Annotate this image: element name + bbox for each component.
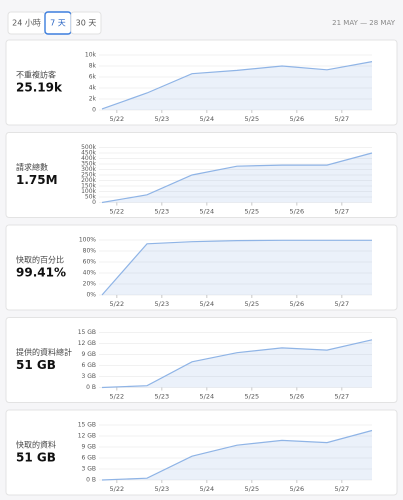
metric-value: 51 GB [16, 451, 56, 465]
y-tick-label: 3 GB [82, 373, 97, 380]
y-tick-label: 6 GB [82, 362, 97, 369]
metric-label: 提供的資料總計 [16, 347, 72, 357]
y-tick-label: 80% [83, 248, 97, 255]
y-tick-label: 20% [83, 281, 97, 288]
area [102, 339, 372, 388]
y-tick-label: 50k [85, 194, 97, 201]
y-tick-label: 400k [81, 155, 96, 162]
x-tick-label: 5/24 [200, 115, 215, 123]
y-tick-label: 0 [92, 199, 96, 206]
tab-label[interactable]: 7 天 [50, 19, 66, 28]
y-tick-label: 0 B [86, 477, 96, 484]
x-tick-label: 5/26 [290, 393, 305, 401]
x-tick-label: 5/27 [335, 300, 350, 308]
y-tick-label: 9 GB [82, 351, 97, 358]
metric-value: 1.75M [16, 173, 58, 187]
x-tick-label: 5/23 [155, 485, 170, 493]
y-tick-label: 200k [81, 177, 96, 184]
line [101, 239, 372, 296]
y-tick-label: 2k [89, 96, 97, 103]
x-tick-label: 5/24 [200, 300, 215, 308]
y-tick-label: 15 GB [78, 329, 96, 336]
y-tick-label: 9 GB [82, 444, 97, 451]
x-tick-label: 5/24 [200, 485, 215, 493]
x-tick-label: 5/27 [335, 485, 350, 493]
y-tick-label: 6 GB [82, 455, 97, 462]
y-tick-label: 6k [89, 74, 97, 81]
y-tick-label: 12 GB [78, 433, 96, 440]
x-tick-label: 5/22 [110, 393, 125, 401]
x-tick-label: 5/26 [290, 208, 305, 216]
x-tick-label: 5/23 [155, 393, 170, 401]
card [5, 224, 398, 311]
metric-label: 請求總數 [16, 162, 48, 172]
metric-label: 不重複訪客 [16, 70, 56, 80]
y-tick-label: 100% [79, 237, 96, 244]
card [5, 39, 398, 126]
y-tick-label: 15 GB [78, 422, 96, 429]
x-tick-label: 5/27 [335, 208, 350, 216]
y-tick-label: 100k [81, 188, 96, 195]
date-range: 21 MAY — 28 MAY [332, 19, 396, 27]
y-tick-label: 60% [83, 259, 97, 266]
tab-label[interactable]: 30 天 [76, 19, 97, 28]
metric-label: 快取的百分比 [16, 255, 64, 265]
x-tick-label: 5/26 [290, 485, 305, 493]
y-tick-label: 500k [81, 144, 96, 151]
metric-value: 51 GB [16, 358, 56, 372]
x-tick-label: 5/26 [290, 115, 305, 123]
x-tick-label: 5/25 [245, 485, 260, 493]
y-tick-label: 0% [86, 292, 96, 299]
x-tick-label: 5/26 [290, 300, 305, 308]
x-tick-label: 5/22 [110, 208, 125, 216]
y-tick-label: 350k [81, 161, 96, 168]
x-tick-label: 5/23 [155, 300, 170, 308]
y-tick-label: 0 B [86, 384, 96, 391]
area [102, 61, 372, 110]
line [101, 152, 373, 204]
x-tick-label: 5/25 [245, 300, 260, 308]
tab[interactable] [70, 11, 102, 35]
x-tick-label: 5/25 [245, 208, 260, 216]
y-tick-label: 10k [85, 52, 97, 59]
x-tick-label: 5/22 [110, 485, 125, 493]
y-tick-label: 12 GB [78, 340, 96, 347]
line [101, 429, 373, 481]
metric-value: 25.19k [16, 81, 63, 95]
y-tick-label: 300k [81, 166, 96, 173]
line [101, 61, 373, 110]
tab-label[interactable]: 24 小時 [12, 19, 41, 28]
y-tick-label: 40% [83, 270, 97, 277]
metric-value: 99.41% [16, 266, 66, 280]
x-tick-label: 5/22 [110, 300, 125, 308]
y-tick-label: 250k [81, 172, 96, 179]
y-tick-label: 0 [92, 107, 96, 114]
area [102, 240, 372, 295]
y-tick-label: 150k [81, 183, 96, 190]
x-tick-label: 5/24 [200, 393, 215, 401]
x-tick-label: 5/23 [155, 115, 170, 123]
metric-label: 快取的資料 [16, 440, 56, 450]
x-tick-label: 5/27 [335, 393, 350, 401]
y-tick-label: 8k [89, 63, 97, 70]
y-tick-label: 3 GB [82, 466, 97, 473]
x-tick-label: 5/24 [200, 208, 215, 216]
y-tick-label: 450k [81, 150, 96, 157]
x-tick-label: 5/25 [245, 393, 260, 401]
x-tick-label: 5/22 [110, 115, 125, 123]
x-tick-label: 5/23 [155, 208, 170, 216]
y-tick-label: 4k [89, 85, 97, 92]
x-tick-label: 5/25 [245, 115, 260, 123]
card [5, 409, 398, 496]
x-tick-label: 5/27 [335, 115, 350, 123]
line [101, 339, 373, 389]
